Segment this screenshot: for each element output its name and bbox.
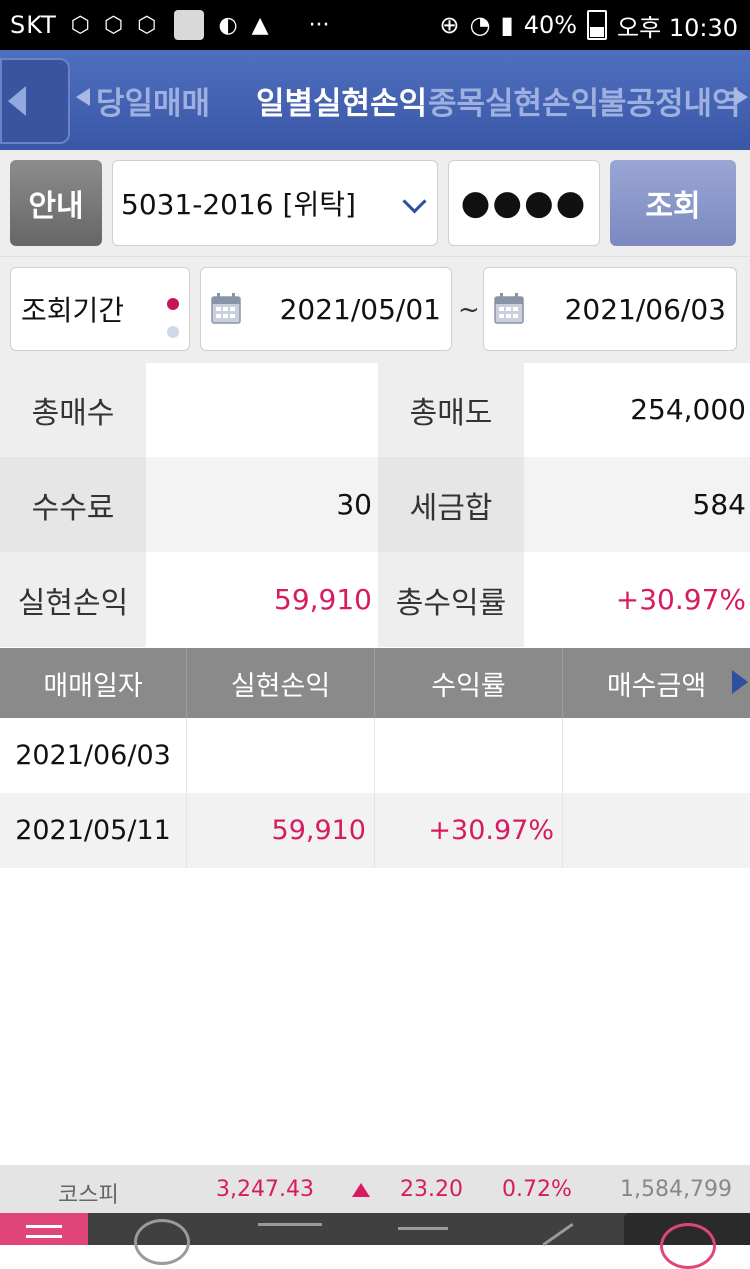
battery-icon xyxy=(587,10,608,40)
warning-icon: ▲ xyxy=(251,12,269,38)
column-header-rate[interactable]: 수익률 xyxy=(375,648,563,718)
cell-rate xyxy=(375,718,563,793)
password-field[interactable]: ●●●● xyxy=(448,160,600,246)
status-bar: SKT ⬡ ⬡ ⬡ ◐ ▲ ··· ⊕ ◔ ▮ 40% 오후 10:30 xyxy=(0,0,750,50)
cell-pl xyxy=(187,718,375,793)
index-value: 3,247.43 xyxy=(216,1177,314,1202)
account-value: 5031-2016 [위탁] xyxy=(121,188,356,221)
period-label: 조회기간 xyxy=(21,294,125,327)
total-buy-label: 총매수 xyxy=(0,362,146,457)
summary-grid: 총매수 총매도 254,000 수수료 30 세금합 584 실현손익 59,9… xyxy=(0,362,750,647)
tab-unfair-trade[interactable]: 불공정내역 xyxy=(598,86,741,122)
summary-row: 수수료 30 세금합 584 xyxy=(0,457,750,552)
start-date-value: 2021/05/01 xyxy=(279,292,441,326)
guide-button[interactable]: 안내 xyxy=(10,160,102,246)
index-change-rate: 0.72% xyxy=(502,1177,572,1202)
column-header-buy-amount[interactable]: 매수금액 xyxy=(606,670,707,702)
bottom-nav xyxy=(0,1213,750,1269)
summary-row: 실현손익 59,910 총수익률 +30.97% xyxy=(0,552,750,647)
fee-label: 수수료 xyxy=(0,457,146,552)
total-return-label: 총수익률 xyxy=(378,552,524,647)
index-change: 23.20 xyxy=(400,1177,463,1202)
calendar-icon xyxy=(494,293,524,324)
up-arrow-icon xyxy=(352,1183,370,1197)
query-button[interactable]: 조회 xyxy=(610,160,736,246)
date-separator: ~ xyxy=(458,295,480,325)
app-square-icon xyxy=(174,10,205,40)
calendar-icon xyxy=(211,293,241,324)
signal-icon: ▮ xyxy=(500,11,514,39)
total-buy-value xyxy=(146,362,376,457)
tab-bar: 당일매매 일별실현손익 종목실현손익 불공정내역 xyxy=(0,50,750,150)
battery-percent: 40% xyxy=(523,11,578,39)
cell-buy xyxy=(563,718,750,793)
cell-date: 2021/05/11 xyxy=(0,793,187,868)
end-date-value: 2021/06/03 xyxy=(564,292,726,326)
circle-nav-icon[interactable] xyxy=(134,1219,190,1265)
order-icon xyxy=(660,1223,716,1269)
account-row: 안내 5031-2016 [위탁] ●●●● 조회 xyxy=(0,150,750,256)
carrier-label: SKT xyxy=(10,11,57,39)
total-return-value: +30.97% xyxy=(615,583,746,616)
plus-circle-icon: ⊕ xyxy=(439,11,460,39)
more-icon: ··· xyxy=(308,12,330,38)
cell-pl: 59,910 xyxy=(187,793,375,868)
scroll-right-icon[interactable] xyxy=(732,670,748,694)
table-header: 매매일자 실현손익 수익률 매수금액 xyxy=(0,648,750,718)
chevron-down-icon xyxy=(402,189,427,214)
summary-row: 총매수 총매도 254,000 xyxy=(0,362,750,457)
play-hex-icon: ⬡ xyxy=(137,12,157,38)
menu-button[interactable] xyxy=(0,1213,88,1245)
period-row: 조회기간 2021/05/01 ~ 2021/06/03 xyxy=(0,256,750,363)
toggle-dot-active xyxy=(167,298,179,310)
tax-value: 584 xyxy=(692,488,746,521)
total-sell-value: 254,000 xyxy=(630,393,746,426)
cell-date: 2021/06/03 xyxy=(0,718,187,793)
cell-buy xyxy=(563,793,750,868)
tab-scroll-right-icon[interactable] xyxy=(734,88,748,106)
chart-nav-icon[interactable] xyxy=(542,1222,574,1247)
realized-pl-value: 59,910 xyxy=(274,583,372,616)
market-ticker[interactable]: 코스피 3,247.43 23.20 0.72% 1,584,799 xyxy=(0,1165,750,1213)
tab-today-trade[interactable]: 당일매매 xyxy=(96,86,211,122)
list-nav-icon[interactable] xyxy=(258,1223,322,1226)
tab-scroll-left-icon[interactable] xyxy=(76,88,90,106)
realized-pl-label: 실현손익 xyxy=(0,552,146,647)
clock: 오후 10:30 xyxy=(617,13,738,42)
end-date-field[interactable]: 2021/06/03 xyxy=(483,267,737,351)
order-nav-button[interactable] xyxy=(624,1213,750,1269)
play-hex-icon: ⬡ xyxy=(104,12,124,38)
total-sell-label: 총매도 xyxy=(378,362,524,457)
index-volume: 1,584,799 xyxy=(620,1177,732,1202)
tab-stock-realized[interactable]: 종목실현손익 xyxy=(428,86,600,122)
o-icon: ◐ xyxy=(218,12,238,38)
back-button[interactable] xyxy=(0,58,70,144)
column-header-date[interactable]: 매매일자 xyxy=(0,648,187,718)
hexagon-icon: ⬡ xyxy=(70,12,90,38)
table-row[interactable]: 2021/05/11 59,910 +30.97% xyxy=(0,793,750,868)
period-toggle[interactable]: 조회기간 xyxy=(10,267,190,351)
column-header-pl[interactable]: 실현손익 xyxy=(187,648,375,718)
toggle-dot-inactive xyxy=(167,326,179,338)
index-name: 코스피 xyxy=(58,1183,119,1208)
cell-rate: +30.97% xyxy=(375,793,563,868)
tab-daily-realized[interactable]: 일별실현손익 xyxy=(256,86,428,122)
fee-value: 30 xyxy=(336,488,372,521)
tax-label: 세금합 xyxy=(378,457,524,552)
wifi-icon: ◔ xyxy=(469,11,491,39)
transfer-nav-icon[interactable] xyxy=(398,1227,448,1230)
account-select[interactable]: 5031-2016 [위탁] xyxy=(112,160,438,246)
start-date-field[interactable]: 2021/05/01 xyxy=(200,267,452,351)
table-row[interactable]: 2021/06/03 xyxy=(0,718,750,793)
